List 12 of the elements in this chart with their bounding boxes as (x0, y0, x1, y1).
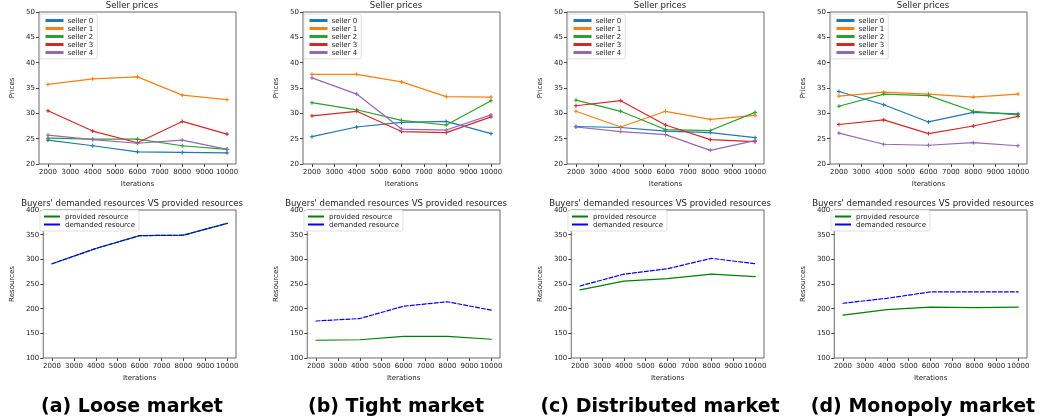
text: (c) Distributed market (539, 393, 780, 416)
chart-title: Seller prices (105, 0, 159, 10)
text: (a) Loose market (41, 393, 223, 416)
text: (d) Monopoly market (811, 393, 1036, 416)
chart-title: Buyers' demanded resources VS provided resources (548, 197, 771, 208)
chart-title: Seller prices (897, 0, 950, 10)
chart-title: Buyers' demanded resources VS provided resources (284, 197, 508, 208)
text: (b) Tight market (307, 393, 484, 416)
chart-title: Buyers' demanded resources VS provided resources (21, 197, 244, 208)
chart-title: Seller prices (633, 0, 687, 10)
chart-title: Seller prices (369, 0, 423, 10)
chart-title: Buyers' demanded resources VS provided resources (812, 197, 1035, 208)
